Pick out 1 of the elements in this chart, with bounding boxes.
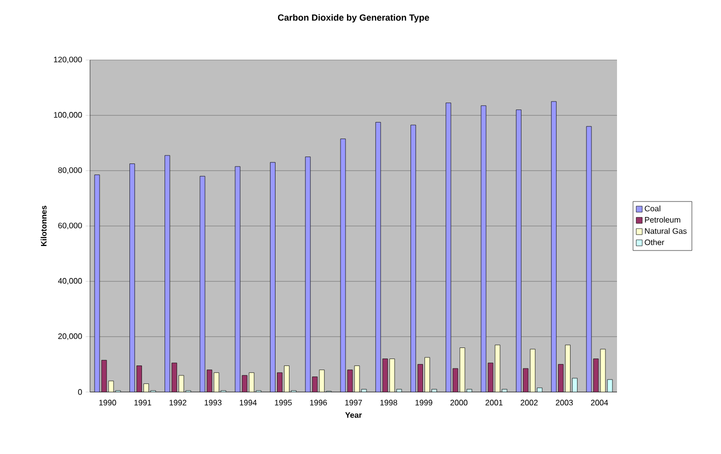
- chart-title: Carbon Dioxide by Generation Type: [278, 14, 430, 22]
